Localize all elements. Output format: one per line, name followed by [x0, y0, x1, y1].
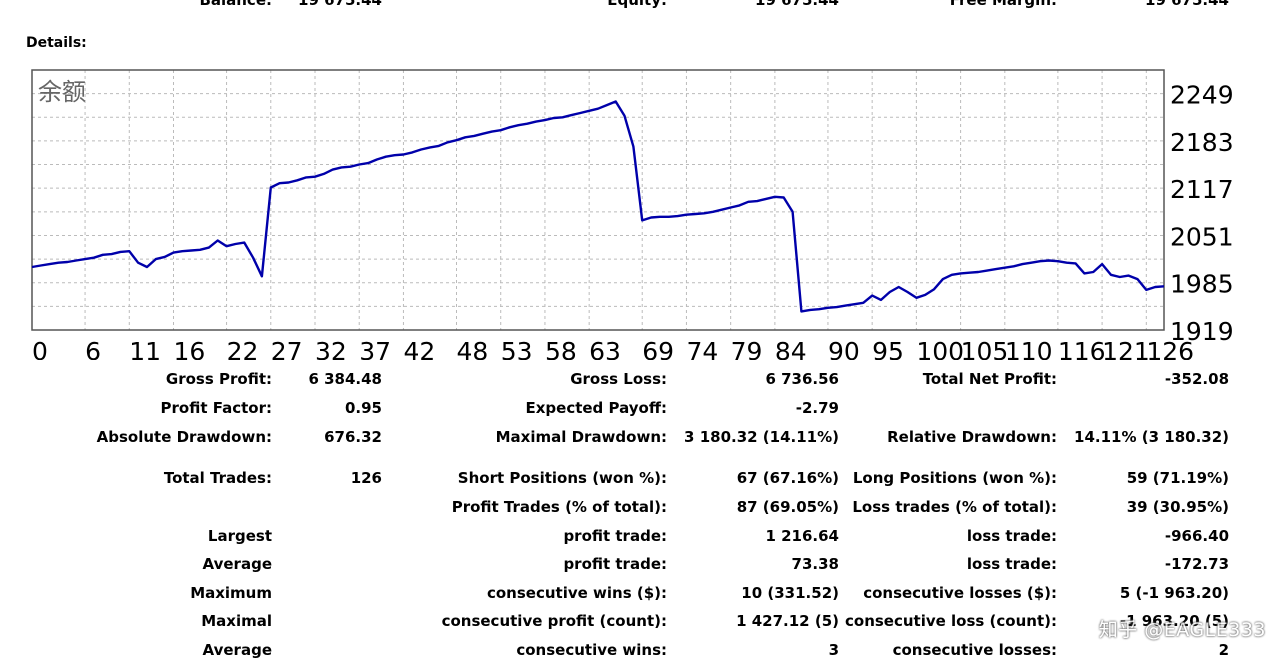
loss-trades-label: Loss trades (% of total):	[852, 498, 1057, 516]
x-tick-label: 42	[403, 337, 435, 360]
x-tick-label: 79	[731, 337, 763, 360]
x-tick-label: 84	[775, 337, 807, 360]
x-tick-label: 22	[227, 337, 259, 360]
y-tick-label: 1919	[1170, 317, 1234, 346]
free-margin-value: 19 675.44	[1145, 0, 1229, 9]
average-label: Average	[202, 555, 272, 573]
x-tick-label: 37	[359, 337, 391, 360]
largest-loss-value: -966.40	[1164, 527, 1229, 545]
x-tick-label: 116	[1058, 337, 1106, 360]
absolute-drawdown-label: Absolute Drawdown:	[96, 428, 272, 446]
x-tick-label: 27	[271, 337, 303, 360]
details-label: Details:	[26, 35, 87, 51]
maximal-consecutive-profit-label: consecutive profit (count):	[441, 612, 667, 630]
absolute-drawdown-value: 676.32	[324, 428, 382, 446]
average-loss-label: loss trade:	[966, 555, 1057, 573]
average-profit-label: profit trade:	[563, 555, 667, 573]
x-tick-label: 32	[315, 337, 347, 360]
x-tick-label: 11	[129, 337, 161, 360]
x-tick-label: 0	[32, 337, 48, 360]
balance-value: 19 675.44	[298, 0, 382, 9]
largest-profit-label: profit trade:	[563, 527, 667, 545]
maximum-label: Maximum	[190, 584, 272, 602]
profit-factor-value: 0.95	[344, 399, 382, 417]
profit-trades-label: Profit Trades (% of total):	[451, 498, 667, 516]
largest-loss-label: loss trade:	[966, 527, 1057, 545]
x-tick-label: 6	[85, 337, 101, 360]
gross-profit-value: 6 384.48	[308, 370, 382, 388]
x-tick-label: 74	[686, 337, 718, 360]
chart-title: 余额	[38, 78, 86, 106]
y-tick-label: 2183	[1170, 128, 1234, 157]
expected-payoff-label: Expected Payoff:	[525, 399, 667, 417]
total-trades-label: Total Trades:	[163, 469, 272, 487]
plot-frame	[31, 69, 1165, 331]
x-tick-label: 100	[916, 337, 964, 360]
x-tick-label: 53	[501, 337, 533, 360]
x-tick-label: 105	[961, 337, 1009, 360]
equity-label: Equity:	[607, 0, 667, 9]
loss-trades-value: 39 (30.95%)	[1126, 498, 1229, 516]
short-positions-label: Short Positions (won %):	[457, 469, 667, 487]
x-tick-label: 121	[1102, 337, 1150, 360]
x-tick-label: 95	[872, 337, 904, 360]
x-tick-label: 48	[457, 337, 489, 360]
profit-trades-value: 87 (69.05%)	[736, 498, 839, 516]
maximal-consecutive-loss-label: consecutive loss (count):	[845, 612, 1057, 630]
x-tick-label: 110	[1005, 337, 1053, 360]
y-tick-label: 2117	[1170, 175, 1234, 204]
avg-consecutive-losses-label: consecutive losses:	[892, 641, 1057, 659]
balance-series-line	[31, 100, 1165, 313]
maximal-drawdown-label: Maximal Drawdown:	[495, 428, 667, 446]
y-tick-label: 1985	[1170, 270, 1234, 299]
balance-label: Balance:	[199, 0, 272, 9]
x-tick-label: 126	[1146, 337, 1194, 360]
gross-loss-label: Gross Loss:	[570, 370, 667, 388]
y-tick-label: 2051	[1170, 222, 1234, 251]
max-consecutive-wins-label: consecutive wins ($):	[486, 584, 667, 602]
x-tick-label: 16	[174, 337, 206, 360]
average-consecutive-label: Average	[202, 641, 272, 659]
avg-consecutive-losses-value: 2	[1218, 641, 1229, 659]
watermark: 知乎 @EAGLE333	[1098, 619, 1266, 641]
average-profit-value: 73.38	[791, 555, 839, 573]
expected-payoff-value: -2.79	[795, 399, 839, 417]
largest-profit-value: 1 216.64	[765, 527, 839, 545]
max-consecutive-wins-value: 10 (331.52)	[741, 584, 839, 602]
x-tick-label: 90	[828, 337, 860, 360]
total-net-profit-label: Total Net Profit:	[922, 370, 1057, 388]
maximal-drawdown-value: 3 180.32 (14.11%)	[684, 428, 839, 446]
total-trades-value: 126	[350, 469, 382, 487]
gross-profit-label: Gross Profit:	[165, 370, 272, 388]
avg-consecutive-wins-value: 3	[828, 641, 839, 659]
avg-consecutive-wins-label: consecutive wins:	[516, 641, 667, 659]
profit-factor-label: Profit Factor:	[160, 399, 272, 417]
relative-drawdown-label: Relative Drawdown:	[887, 428, 1057, 446]
max-consecutive-losses-label: consecutive losses ($):	[863, 584, 1057, 602]
total-net-profit-value: -352.08	[1164, 370, 1229, 388]
x-tick-label: 69	[642, 337, 674, 360]
maximal-label: Maximal	[201, 612, 272, 630]
y-tick-label: 2249	[1170, 81, 1234, 110]
free-margin-label: Free Margin:	[949, 0, 1057, 9]
gross-loss-value: 6 736.56	[765, 370, 839, 388]
balance-chart: 余额 2249 2183 2117 2051 1985 1919 0 6 11 16 22 27 32…	[31, 69, 1234, 360]
x-tick-label: 63	[589, 337, 621, 360]
equity-value: 19 675.44	[755, 0, 839, 9]
max-consecutive-losses-value: 5 (-1 963.20)	[1119, 584, 1229, 602]
maximal-consecutive-profit-value: 1 427.12 (5)	[736, 612, 839, 630]
maximal-consecutive-loss-value: -1 963.20 (5)	[1119, 612, 1229, 630]
x-tick-label: 58	[545, 337, 577, 360]
average-loss-value: -172.73	[1164, 555, 1229, 573]
chart-grid	[31, 70, 1164, 330]
relative-drawdown-value: 14.11% (3 180.32)	[1074, 428, 1229, 446]
long-positions-value: 59 (71.19%)	[1126, 469, 1229, 487]
long-positions-label: Long Positions (won %):	[852, 469, 1057, 487]
largest-label: Largest	[207, 527, 272, 545]
short-positions-value: 67 (67.16%)	[736, 469, 839, 487]
